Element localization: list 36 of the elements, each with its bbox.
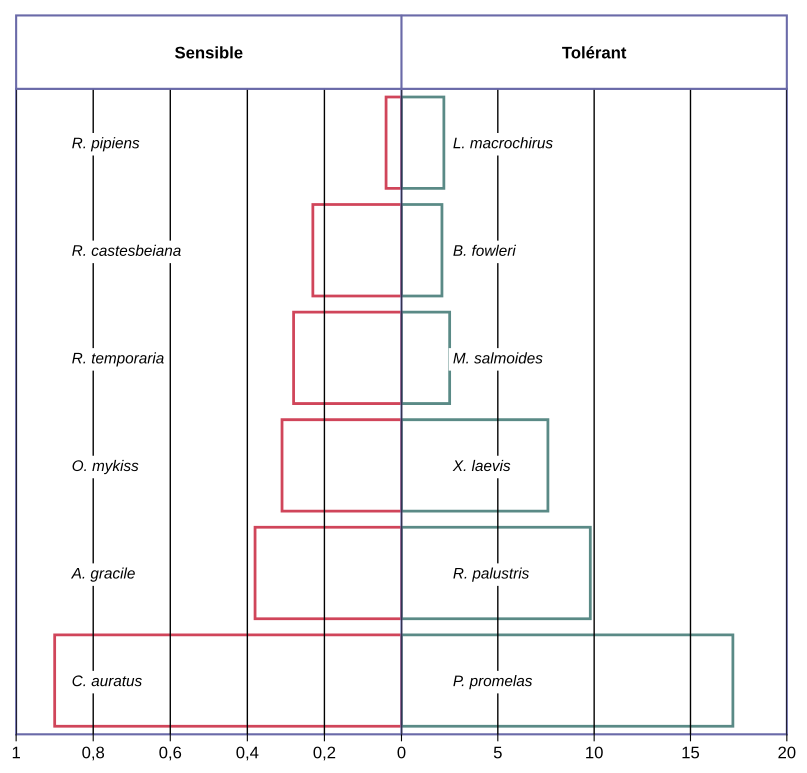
y-tick-label: L. macrochirus xyxy=(453,137,553,148)
y-tick-label: R. pipiens xyxy=(72,137,140,152)
x-tick-label: 15 xyxy=(682,746,700,758)
x-tick-label: 0,6 xyxy=(159,746,182,760)
bar xyxy=(401,418,550,513)
x-tick-label: 0,8 xyxy=(82,746,104,760)
y-tick-label: C. auratus xyxy=(72,675,142,686)
bar xyxy=(254,526,402,620)
x-tick-label: 0,2 xyxy=(313,746,336,760)
x-tick-label: 0,4 xyxy=(236,746,258,760)
x-tick-label: 0 xyxy=(398,746,406,758)
bar xyxy=(401,96,446,190)
y-tick-label: R. castesbeiana xyxy=(72,244,181,256)
bar xyxy=(53,633,402,728)
y-tick-label: B. fowleri xyxy=(453,244,516,256)
bar xyxy=(401,310,452,405)
bar xyxy=(311,203,402,298)
y-tick-label: P. promelas xyxy=(453,675,532,690)
bar xyxy=(401,526,592,620)
x-tick-label: 10 xyxy=(586,746,603,758)
bar xyxy=(401,633,734,728)
chart-title: Sensible xyxy=(175,46,243,59)
x-tick-label: 20 xyxy=(778,746,796,758)
y-tick-label: X. laevis xyxy=(452,460,510,472)
chart-title: Tolérant xyxy=(562,46,626,59)
bar xyxy=(384,96,402,190)
y-tick-label: M. salmoides xyxy=(453,352,543,364)
y-tick-label: R. temporaria xyxy=(72,352,164,367)
bar xyxy=(280,418,402,513)
bar xyxy=(292,310,402,405)
y-tick-label: O. mykiss xyxy=(72,460,138,474)
y-tick-label: A. gracile xyxy=(70,567,135,582)
bar xyxy=(401,203,444,298)
y-tick-label: R. palustris xyxy=(453,567,529,582)
x-tick-label: 5 xyxy=(494,746,502,758)
x-tick-label: 1 xyxy=(12,746,20,758)
